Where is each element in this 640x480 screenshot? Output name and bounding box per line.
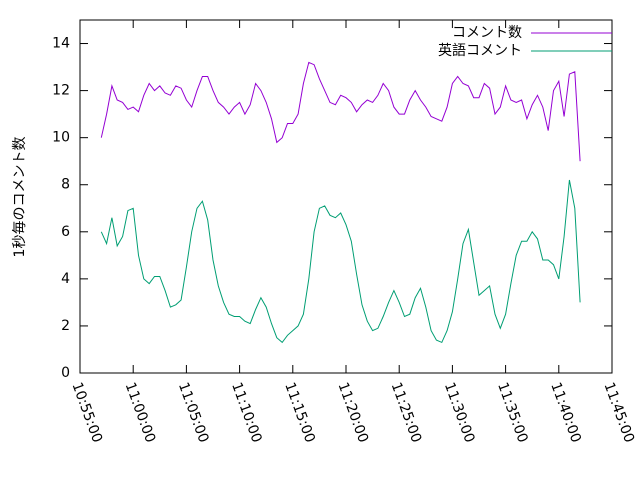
y-tick-label: 14: [52, 36, 70, 52]
y-tick-label: 2: [61, 318, 70, 334]
x-tick-label: 11:35:00: [494, 380, 531, 445]
x-tick-label: 11:25:00: [388, 380, 425, 445]
x-tick-label: 11:00:00: [122, 380, 159, 445]
x-tick-label: 11:40:00: [547, 380, 584, 445]
x-tick-label: 11:05:00: [175, 380, 212, 445]
series-line: [100, 61, 581, 162]
y-tick-label: 12: [52, 83, 70, 99]
x-tick-label: 11:45:00: [600, 380, 637, 445]
plot-border: [79, 19, 613, 374]
legend-label: 英語コメント: [438, 42, 522, 59]
y-tick-label: 10: [52, 130, 70, 146]
y-tick-label: 4: [61, 271, 70, 287]
y-axis-label: 1秒毎のコメント数: [12, 137, 28, 258]
x-tick-label: 11:10:00: [228, 380, 265, 445]
legend-label: コメント数: [452, 25, 522, 41]
x-tick-label: 11:30:00: [441, 380, 478, 445]
x-tick-label: 10:55:00: [68, 380, 105, 445]
y-tick-label: 8: [61, 177, 70, 193]
y-tick-label: 6: [61, 224, 70, 240]
y-tick-label: 0: [61, 365, 70, 381]
series-line: [100, 179, 581, 344]
x-tick-label: 11:20:00: [334, 380, 371, 445]
x-tick-label: 11:15:00: [281, 380, 318, 445]
